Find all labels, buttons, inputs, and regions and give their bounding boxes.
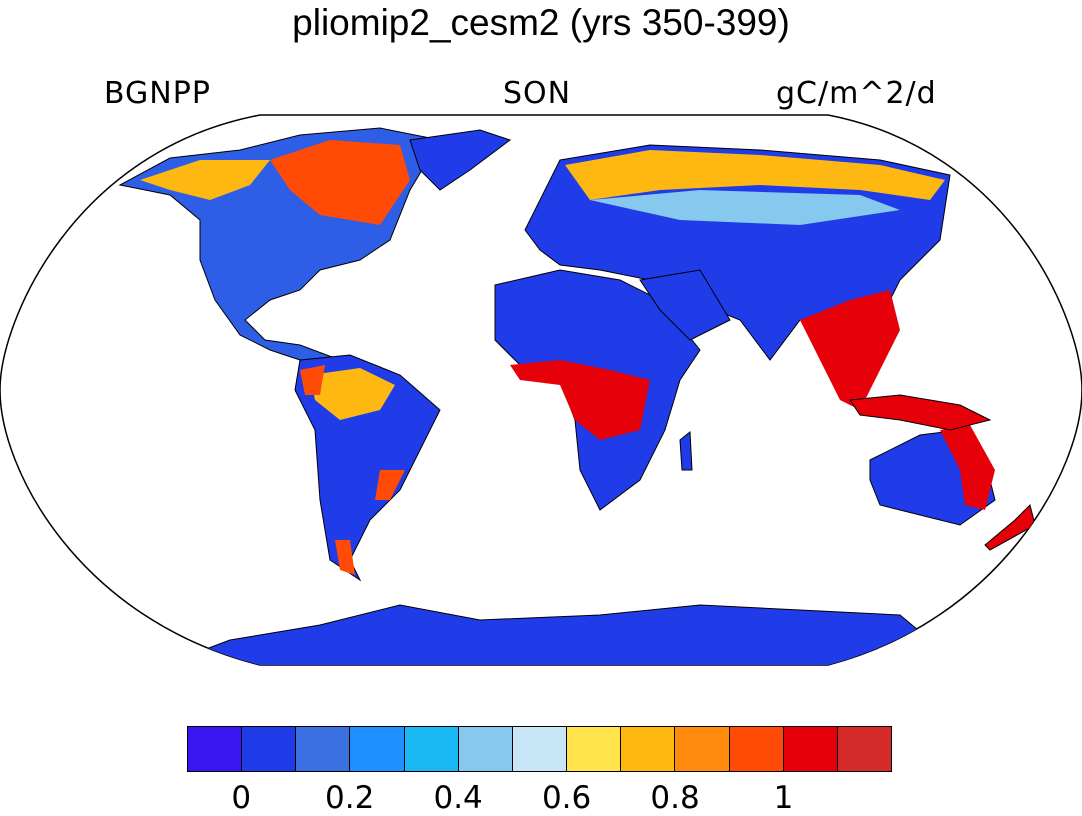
south-america-red bbox=[300, 365, 405, 575]
north-america-arctic-red bbox=[270, 140, 410, 225]
colorbar-cell bbox=[404, 727, 459, 771]
colorbar-cell bbox=[675, 727, 730, 771]
colorbar-tick-label: 0 bbox=[231, 780, 252, 816]
colorbar-tick-label: 0.2 bbox=[325, 780, 375, 816]
antarctica bbox=[149, 604, 931, 665]
greenland bbox=[409, 129, 512, 191]
season-label: SON bbox=[503, 76, 572, 111]
colorbar-cell bbox=[729, 727, 784, 771]
madagascar bbox=[679, 431, 693, 471]
colorbar-cell bbox=[512, 727, 568, 771]
colorbar-tick-label: 0.8 bbox=[650, 780, 700, 816]
map-title: pliomip2_cesm2 (yrs 350-399) bbox=[292, 2, 790, 43]
variable-label: BGNPP bbox=[104, 76, 211, 111]
colorbar-cell bbox=[837, 727, 892, 771]
units-label: gC/m^2/d bbox=[776, 76, 937, 111]
arabia bbox=[639, 269, 731, 341]
amazon-orange bbox=[310, 368, 395, 420]
eurasia-orange-north bbox=[565, 150, 945, 200]
congo-red bbox=[510, 360, 650, 440]
colorbar-tick-label: 1 bbox=[773, 780, 794, 816]
siberia-light bbox=[590, 190, 900, 225]
southeast-asia-red bbox=[800, 290, 900, 410]
new-zealand bbox=[984, 504, 1036, 551]
colorbar-cell bbox=[296, 727, 351, 771]
colorbar-cell bbox=[242, 727, 297, 771]
indonesia bbox=[849, 394, 992, 431]
colorbar-cell bbox=[458, 727, 513, 771]
colorbar-cell bbox=[783, 727, 838, 771]
colorbar bbox=[187, 726, 892, 772]
colorbar-cell bbox=[350, 727, 405, 771]
colorbar-cell bbox=[621, 727, 676, 771]
australia-red bbox=[940, 425, 995, 510]
colorbar-cell bbox=[188, 727, 243, 771]
colorbar-tick-label: 0.6 bbox=[541, 780, 592, 816]
north-america-arctic-orange bbox=[140, 160, 270, 200]
colorbar-cell bbox=[567, 727, 622, 771]
colorbar-tick-label: 0.4 bbox=[433, 780, 483, 816]
